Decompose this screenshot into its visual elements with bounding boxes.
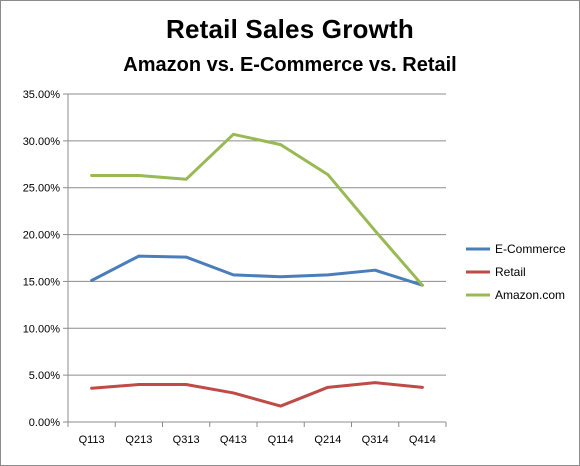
data-point	[421, 283, 424, 287]
data-point	[184, 383, 188, 386]
y-tick-label: 20.00%	[23, 230, 61, 242]
y-tick-label: 10.00%	[23, 323, 61, 335]
series-line-e-commerce	[90, 254, 424, 287]
x-tick-label: Q313	[173, 434, 200, 446]
chart-subtitle: Amazon vs. E-Commerce vs. Retail	[123, 54, 457, 76]
data-point	[90, 387, 93, 390]
data-point	[326, 273, 330, 277]
axes	[63, 93, 447, 427]
data-point	[232, 273, 235, 277]
data-point	[326, 173, 330, 176]
series-line-retail	[90, 381, 424, 408]
chart-title: Retail Sales Growth	[166, 14, 414, 44]
data-point	[232, 133, 235, 136]
legend: E-Commerce Retail Amazon.com	[466, 242, 566, 302]
data-point	[90, 279, 93, 282]
data-point	[279, 275, 282, 278]
data-point	[184, 178, 188, 181]
legend-label: Retail	[495, 265, 526, 279]
data-point	[90, 174, 93, 177]
data-point	[279, 143, 282, 146]
legend-label: Amazon.com	[495, 288, 565, 302]
data-point	[279, 404, 282, 408]
data-point	[373, 229, 377, 233]
data-point	[232, 391, 235, 395]
x-tick-label: Q414	[409, 434, 436, 446]
gridlines	[68, 93, 446, 376]
series-line-amazon-com	[90, 132, 424, 287]
data-point	[373, 381, 377, 384]
y-tick-label: 35.00%	[23, 89, 61, 101]
data-point	[184, 255, 188, 259]
series-lines	[90, 132, 424, 408]
data-point	[137, 174, 141, 177]
y-tick-label: 0.00%	[29, 417, 60, 429]
legend-label: E-Commerce	[495, 242, 566, 256]
data-point	[421, 386, 424, 389]
data-point	[137, 254, 141, 258]
x-tick-label: Q214	[314, 434, 341, 446]
y-tick-label: 15.00%	[23, 276, 61, 288]
x-axis-ticks: Q113 Q213 Q313 Q413 Q114 Q214 Q314 Q414	[79, 434, 436, 446]
y-tick-label: 30.00%	[23, 136, 61, 148]
x-tick-label: Q413	[220, 434, 247, 446]
y-tick-label: 25.00%	[23, 183, 61, 195]
y-axis-ticks: 0.00% 5.00% 10.00% 15.00% 20.00% 25.00% 30.00%…	[23, 89, 61, 429]
data-point	[326, 386, 330, 389]
data-point	[373, 268, 377, 272]
x-tick-label: Q113	[79, 434, 105, 446]
x-tick-label: Q114	[268, 434, 294, 446]
y-tick-label: 5.00%	[29, 370, 60, 382]
x-tick-label: Q314	[362, 434, 389, 446]
data-point	[137, 383, 141, 386]
x-tick-label: Q213	[125, 434, 152, 446]
